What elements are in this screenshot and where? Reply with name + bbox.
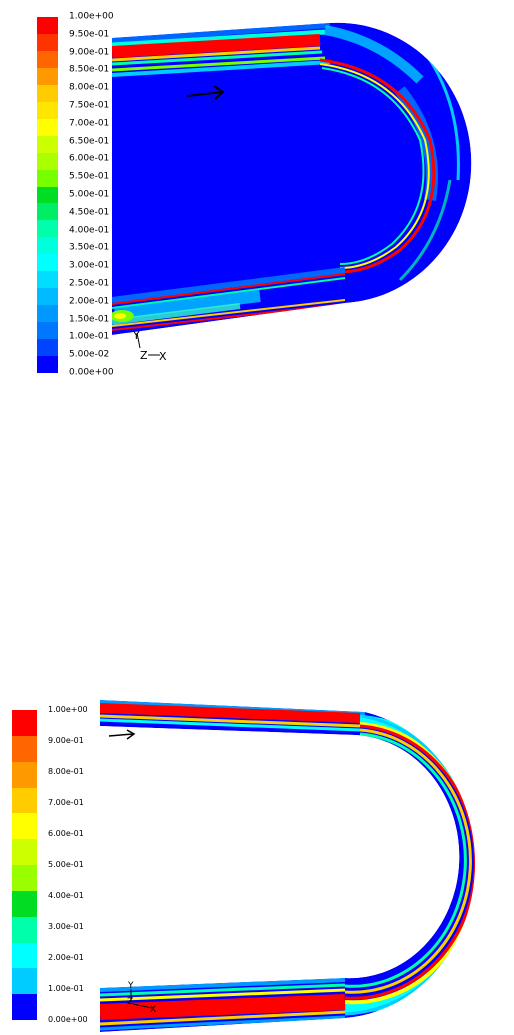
- legend-label: 4.00e-01: [48, 891, 84, 900]
- axis-triad-top: Y Z X: [132, 329, 167, 363]
- legend-swatch: [12, 787, 37, 814]
- flow-direction-arrow: [108, 729, 136, 740]
- axis-label-x: X: [159, 350, 167, 363]
- legend-label: 0.00e+00: [69, 367, 114, 378]
- axis-label-y: Y: [132, 329, 140, 342]
- legend-label: 1.00e+00: [69, 11, 114, 22]
- contour-plot-bottom: Y Z X 1.00e+00 9.00e-01 8.00e-01 7.00e-01 6.…: [0, 690, 514, 1035]
- legend-swatch: [37, 169, 58, 187]
- legend-swatch: [12, 865, 37, 892]
- legend-swatch: [37, 67, 58, 86]
- legend-swatch: [37, 101, 58, 120]
- legend-label: 4.50e-01: [69, 207, 110, 218]
- legend-label: 0.00e+00: [48, 1015, 88, 1024]
- legend-label: 6.50e-01: [69, 136, 110, 147]
- legend-label: 1.00e-01: [48, 984, 84, 993]
- legend-swatch: [37, 271, 58, 289]
- legend-swatch: [12, 813, 37, 840]
- legend-label: 8.00e-01: [69, 82, 110, 93]
- legend-label: 2.50e-01: [69, 278, 110, 289]
- legend-label: 1.50e-01: [69, 314, 110, 325]
- legend-swatch: [37, 288, 58, 306]
- legend-swatch: [12, 994, 37, 1021]
- legend-label: 1.00e-01: [69, 331, 110, 342]
- legend-swatch: [12, 968, 37, 995]
- legend-label: 9.50e-01: [69, 29, 110, 40]
- legend-swatch: [37, 237, 58, 255]
- legend-swatch: [12, 710, 37, 737]
- legend-label: 6.00e-01: [48, 829, 84, 838]
- legend-label: 2.00e-01: [69, 296, 110, 307]
- legend-label: 4.00e-01: [69, 225, 110, 236]
- legend-swatch: [37, 356, 58, 374]
- legend-label: 5.00e-01: [69, 189, 110, 200]
- legend-swatch: [37, 305, 58, 323]
- legend-label: 6.00e-01: [69, 153, 110, 164]
- legend-swatch: [37, 33, 58, 52]
- legend-label: 8.00e-01: [48, 767, 84, 776]
- axis-triad-bottom: Y Z X: [127, 981, 156, 1015]
- legend-swatch: [12, 761, 37, 788]
- legend-swatch: [37, 152, 58, 171]
- legend-swatch: [12, 890, 37, 918]
- legend-swatch: [37, 322, 58, 340]
- legend-label: 3.00e-01: [48, 922, 84, 931]
- legend-swatch: [12, 839, 37, 866]
- legend-swatch: [37, 339, 58, 357]
- legend-swatch: [37, 203, 58, 221]
- legend-swatch: [37, 118, 58, 137]
- axis-label-z: Z: [127, 997, 133, 1007]
- legend-label: 2.00e-01: [48, 953, 84, 962]
- legend-swatch: [37, 135, 58, 154]
- legend-label: 5.00e-02: [69, 349, 110, 360]
- legend-label: 1.00e+00: [48, 705, 88, 714]
- legend-swatch: [37, 84, 58, 103]
- legend-label: 7.00e-01: [69, 118, 110, 129]
- axis-label-x: X: [150, 1005, 156, 1015]
- flow-direction-arrow: [186, 85, 225, 100]
- color-legend-bottom: 1.00e+00 9.00e-01 8.00e-01 7.00e-01 6.00e-01…: [12, 706, 112, 1024]
- legend-label: 7.50e-01: [69, 100, 110, 111]
- legend-swatch: [37, 186, 58, 204]
- color-legend-top: 1.00e+00 9.50e-01 9.00e-01 8.50e-01 8.00e-01…: [37, 12, 137, 377]
- contour-plot-top: Y Z X 1.00e+00 9.50e-01 9.00e-01 8.50e-01 8.…: [0, 0, 514, 380]
- legend-label: 9.00e-01: [69, 47, 110, 58]
- legend-label: 9.00e-01: [48, 736, 84, 745]
- legend-label: 7.00e-01: [48, 798, 84, 807]
- legend-label: 3.00e-01: [69, 260, 110, 271]
- axis-label-y: Y: [127, 981, 134, 991]
- legend-swatch: [37, 220, 58, 238]
- legend-swatch: [12, 735, 37, 763]
- legend-label: 8.50e-01: [69, 64, 110, 75]
- legend-label: 5.00e-01: [48, 860, 84, 869]
- legend-label: 5.50e-01: [69, 171, 110, 182]
- pipe-bend-contour-bottom: Y Z X: [100, 700, 475, 1032]
- legend-label: 3.50e-01: [69, 242, 110, 253]
- legend-swatch: [37, 17, 58, 35]
- legend-swatch: [12, 942, 37, 969]
- legend-swatch: [12, 916, 37, 943]
- pipe-bend-contour-top: Y Z X: [112, 22, 472, 363]
- legend-swatch: [37, 50, 58, 69]
- legend-swatch: [37, 254, 58, 272]
- axis-label-z: Z: [140, 349, 148, 362]
